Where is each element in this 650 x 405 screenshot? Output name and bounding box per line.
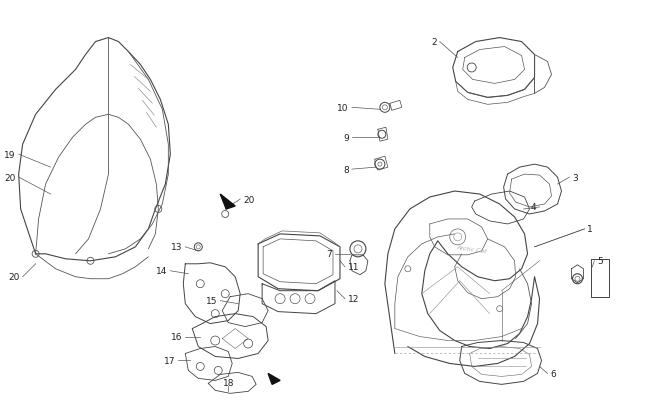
Text: 16: 16 [171,332,182,341]
Text: 13: 13 [171,243,182,252]
Text: 14: 14 [156,266,167,275]
Text: 17: 17 [164,356,176,365]
Text: 19: 19 [4,150,16,159]
Text: 6: 6 [551,369,556,378]
Text: 2: 2 [431,38,437,47]
Text: 20: 20 [8,273,20,281]
Polygon shape [268,373,280,384]
Polygon shape [220,194,235,209]
Text: 7: 7 [326,250,332,259]
Text: Arctic Cat: Arctic Cat [456,245,488,254]
Text: 12: 12 [348,294,359,303]
Text: 5: 5 [597,257,603,266]
Text: 18: 18 [222,378,234,388]
Text: 9: 9 [343,133,349,143]
Text: 1: 1 [588,225,593,234]
Text: 8: 8 [343,165,349,174]
Text: 10: 10 [337,104,349,113]
Text: 11: 11 [348,262,359,272]
Text: 20: 20 [5,173,16,182]
Text: 3: 3 [573,173,578,182]
Text: 15: 15 [206,296,217,305]
Text: 20: 20 [243,195,255,204]
Text: 4: 4 [531,203,536,212]
